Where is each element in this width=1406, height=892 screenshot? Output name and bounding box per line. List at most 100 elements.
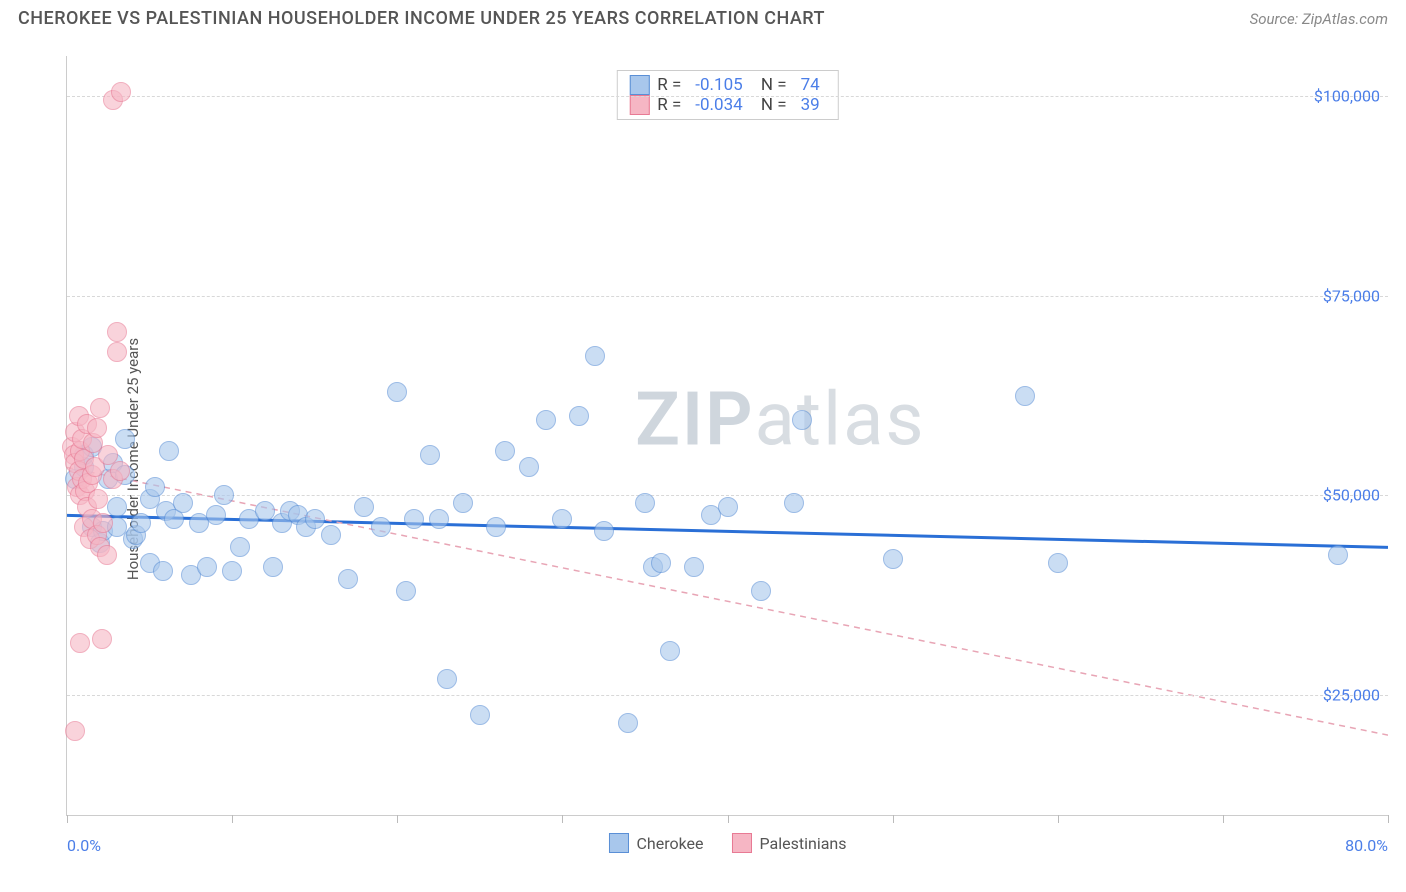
scatter-point [784, 493, 804, 513]
stats-row: R = -0.105 N = 74 [629, 75, 825, 95]
trend-lines [67, 56, 1388, 815]
x-axis-min-label: 0.0% [67, 836, 101, 855]
x-axis-max-label: 80.0% [1345, 836, 1388, 855]
y-tick-label: $75,000 [1323, 286, 1380, 305]
legend-label: Palestinians [760, 834, 847, 853]
y-tick-label: $50,000 [1323, 486, 1380, 505]
x-tick [1058, 815, 1059, 823]
scatter-point [92, 629, 112, 649]
scatter-point [131, 513, 151, 533]
scatter-point [159, 441, 179, 461]
scatter-point [751, 581, 771, 601]
scatter-point [429, 509, 449, 529]
chart-container: Householder Income Under 25 years ZIPatl… [18, 44, 1388, 874]
scatter-point [536, 410, 556, 430]
legend-item: Palestinians [732, 833, 847, 853]
scatter-point [65, 721, 85, 741]
legend-swatch [732, 833, 752, 853]
scatter-point [651, 553, 671, 573]
scatter-point [569, 406, 589, 426]
scatter-point [684, 557, 704, 577]
n-value: 39 [801, 95, 820, 115]
scatter-point [519, 457, 539, 477]
y-tick-label: $100,000 [1314, 86, 1380, 105]
gridline [67, 96, 1388, 97]
scatter-point [660, 641, 680, 661]
scatter-point [90, 398, 110, 418]
gridline [67, 695, 1388, 696]
scatter-point [153, 561, 173, 581]
gridline [67, 495, 1388, 496]
y-tick-label: $25,000 [1323, 686, 1380, 705]
scatter-point [404, 509, 424, 529]
scatter-point [107, 322, 127, 342]
source-attribution: Source: ZipAtlas.com [1250, 10, 1388, 28]
scatter-point [635, 493, 655, 513]
scatter-point [111, 82, 131, 102]
scatter-point [594, 521, 614, 541]
scatter-point [495, 441, 515, 461]
scatter-point [718, 497, 738, 517]
scatter-point [97, 545, 117, 565]
n-label: N = [757, 75, 787, 95]
scatter-point [486, 517, 506, 537]
scatter-point [115, 429, 135, 449]
scatter-point [396, 581, 416, 601]
scatter-point [110, 461, 130, 481]
legend-label: Cherokee [636, 834, 703, 853]
legend-swatch [608, 833, 628, 853]
series-swatch [629, 95, 649, 115]
scatter-point [145, 477, 165, 497]
scatter-point [107, 342, 127, 362]
scatter-point [387, 382, 407, 402]
watermark: ZIPatlas [635, 377, 925, 464]
scatter-point [230, 537, 250, 557]
scatter-point [214, 485, 234, 505]
plot-area: ZIPatlas R =-0.105 N =74R =-0.034 N =39 … [66, 56, 1388, 816]
stats-row: R = -0.034 N = 39 [629, 95, 825, 115]
r-label: R = [657, 95, 681, 115]
scatter-point [883, 549, 903, 569]
scatter-point [107, 497, 127, 517]
chart-title: CHEROKEE VS PALESTINIAN HOUSEHOLDER INCO… [18, 8, 825, 29]
scatter-point [87, 418, 107, 438]
scatter-point [437, 669, 457, 689]
x-tick [728, 815, 729, 823]
scatter-point [1048, 553, 1068, 573]
r-value: -0.034 [695, 95, 742, 115]
scatter-point [1328, 545, 1348, 565]
r-value: -0.105 [695, 75, 742, 95]
r-label: R = [657, 75, 681, 95]
x-tick [1388, 815, 1389, 823]
x-tick [67, 815, 68, 823]
n-label: N = [757, 95, 787, 115]
scatter-point [420, 445, 440, 465]
x-tick [397, 815, 398, 823]
scatter-point [206, 505, 226, 525]
n-value: 74 [801, 75, 820, 95]
scatter-point [305, 509, 325, 529]
scatter-point [585, 346, 605, 366]
legend-item: Cherokee [608, 833, 703, 853]
scatter-point [197, 557, 217, 577]
scatter-point [792, 410, 812, 430]
scatter-point [263, 557, 283, 577]
series-swatch [629, 75, 649, 95]
x-tick [893, 815, 894, 823]
x-tick [562, 815, 563, 823]
scatter-point [88, 489, 108, 509]
x-tick [1223, 815, 1224, 823]
scatter-point [93, 513, 113, 533]
scatter-point [1015, 386, 1035, 406]
scatter-point [354, 497, 374, 517]
scatter-point [552, 509, 572, 529]
scatter-point [338, 569, 358, 589]
gridline [67, 296, 1388, 297]
scatter-point [222, 561, 242, 581]
scatter-point [70, 633, 90, 653]
scatter-point [321, 525, 341, 545]
x-tick [232, 815, 233, 823]
scatter-point [173, 493, 193, 513]
series-legend: Cherokee Palestinians [608, 833, 846, 853]
scatter-point [371, 517, 391, 537]
